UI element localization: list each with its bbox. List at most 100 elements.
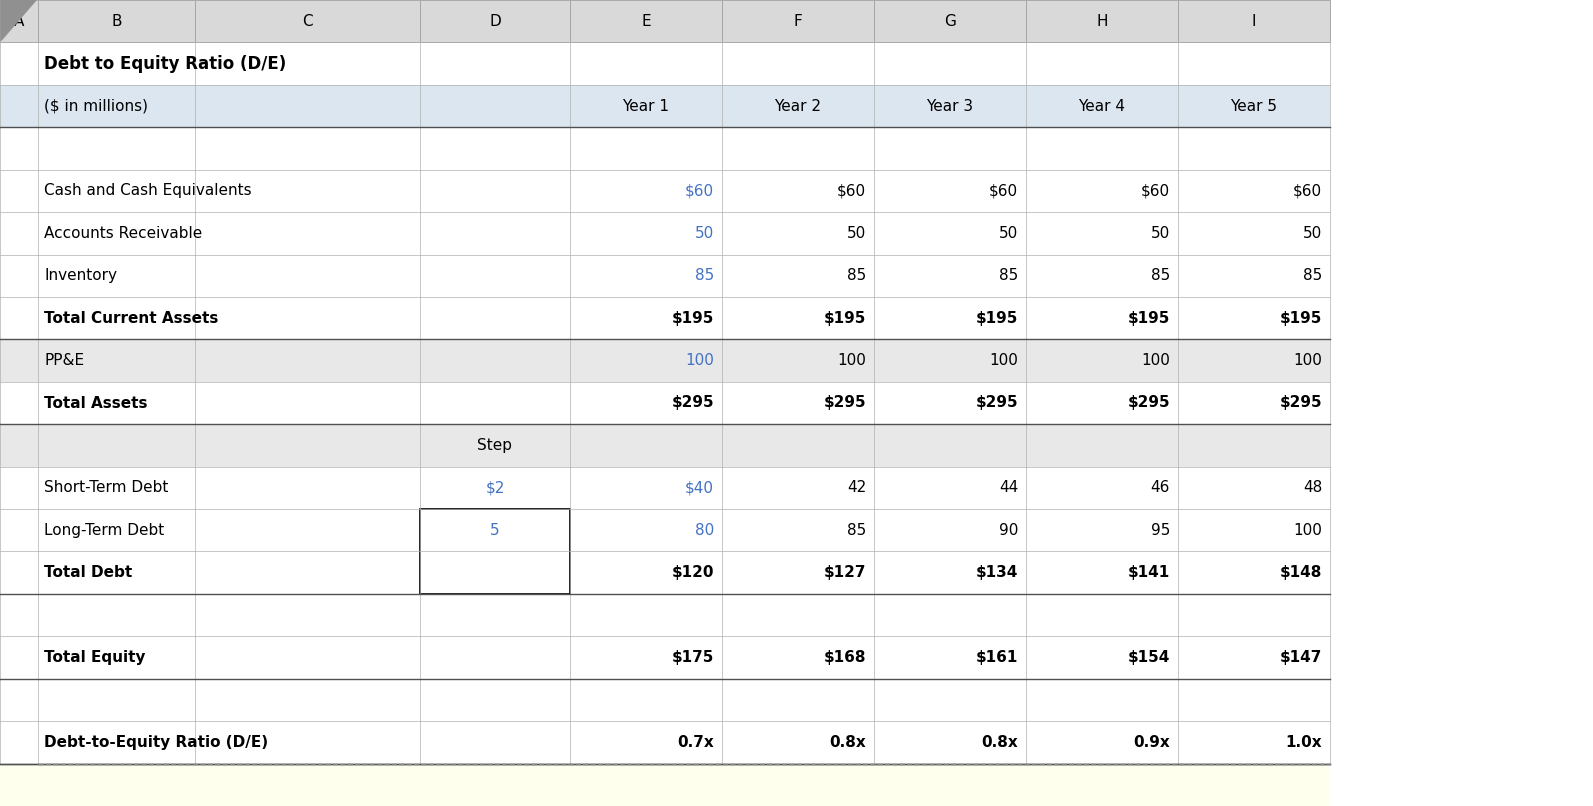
Text: Cash and Cash Equivalents: Cash and Cash Equivalents [45,184,252,198]
Text: 48: 48 [1303,480,1322,496]
Bar [0,763,1330,806]
Bar [722,0,875,43]
Text: 46: 46 [1150,480,1169,496]
Text: 42: 42 [847,480,867,496]
Text: Total Current Assets: Total Current Assets [45,310,218,326]
Text: 50: 50 [695,226,714,241]
Text: $295: $295 [824,396,867,410]
Text: 85: 85 [847,268,867,283]
Text: 0.8x: 0.8x [830,735,867,750]
Text: 100: 100 [1141,353,1169,368]
Text: Year 3: Year 3 [927,98,973,114]
Text: $195: $195 [975,310,1018,326]
Polygon shape [2,0,37,40]
Text: F: F [793,14,803,29]
Text: Year 4: Year 4 [1078,98,1126,114]
Text: $161: $161 [975,650,1018,665]
Bar [0,594,1330,636]
Bar [0,85,1330,127]
Text: Step: Step [478,438,513,453]
Bar [0,382,1330,424]
Text: 0.9x: 0.9x [1133,735,1169,750]
Text: $120: $120 [672,565,714,580]
Text: 85: 85 [999,268,1018,283]
Text: 100: 100 [989,353,1018,368]
Bar [0,212,1330,255]
Bar [0,255,1330,297]
Text: 95: 95 [1150,523,1169,538]
Bar [0,467,1330,509]
Text: Accounts Receivable: Accounts Receivable [45,226,202,241]
Bar [0,0,38,43]
Text: A: A [14,14,24,29]
Text: $60: $60 [836,184,867,198]
Text: 44: 44 [999,480,1018,496]
Text: $295: $295 [1128,396,1169,410]
Text: 0.8x: 0.8x [981,735,1018,750]
Text: $60: $60 [1141,184,1169,198]
Text: $295: $295 [975,396,1018,410]
Bar [0,679,1330,721]
Text: 85: 85 [695,268,714,283]
Text: H: H [1096,14,1107,29]
Bar [38,0,194,43]
Text: 50: 50 [999,226,1018,241]
Text: 100: 100 [1294,353,1322,368]
Text: 1.0x: 1.0x [1286,735,1322,750]
Text: PP&E: PP&E [45,353,84,368]
Text: Short-Term Debt: Short-Term Debt [45,480,169,496]
Text: 5: 5 [491,523,500,538]
Text: 85: 85 [1303,268,1322,283]
Text: $60: $60 [989,184,1018,198]
Text: I: I [1252,14,1257,29]
Bar [0,551,1330,594]
Text: $127: $127 [824,565,867,580]
Text: G: G [945,14,956,29]
Text: $134: $134 [975,565,1018,580]
Text: 100: 100 [1294,523,1322,538]
Bar [194,0,421,43]
Text: $195: $195 [1128,310,1169,326]
Text: D: D [489,14,500,29]
Text: 50: 50 [1303,226,1322,241]
Text: Total Debt: Total Debt [45,565,132,580]
Text: 90: 90 [999,523,1018,538]
Text: $141: $141 [1128,565,1169,580]
Text: 85: 85 [847,523,867,538]
Text: 100: 100 [685,353,714,368]
Text: Inventory: Inventory [45,268,116,283]
Text: $295: $295 [671,396,714,410]
Bar [0,127,1330,170]
Text: $168: $168 [824,650,867,665]
Text: C: C [303,14,312,29]
Text: 50: 50 [847,226,867,241]
Bar [1177,0,1330,43]
Bar [0,721,1330,763]
Text: $148: $148 [1279,565,1322,580]
Bar [421,509,570,594]
Text: Total Assets: Total Assets [45,396,148,410]
Text: E: E [642,14,652,29]
Bar [421,0,570,43]
Text: Year 1: Year 1 [623,98,669,114]
Text: Year 5: Year 5 [1230,98,1278,114]
Text: $60: $60 [685,184,714,198]
Bar [0,424,1330,467]
Text: 0.7x: 0.7x [677,735,714,750]
Text: Total Equity: Total Equity [45,650,145,665]
Bar [1026,0,1177,43]
Text: 85: 85 [1150,268,1169,283]
Bar [0,43,1330,85]
Text: $195: $195 [672,310,714,326]
Bar [0,170,1330,212]
Text: ($ in millions): ($ in millions) [45,98,148,114]
Text: $147: $147 [1279,650,1322,665]
Text: B: B [112,14,121,29]
Text: $195: $195 [824,310,867,326]
Bar [0,636,1330,679]
Text: 50: 50 [1150,226,1169,241]
Text: $295: $295 [1279,396,1322,410]
Text: Debt to Equity Ratio (D/E): Debt to Equity Ratio (D/E) [45,55,287,73]
Text: Long-Term Debt: Long-Term Debt [45,523,164,538]
Bar [0,339,1330,382]
